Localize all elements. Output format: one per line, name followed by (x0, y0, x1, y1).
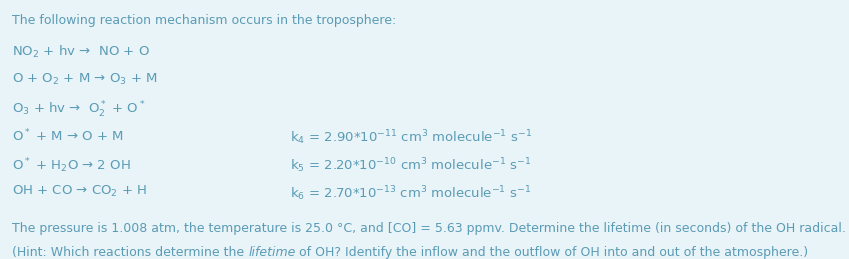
Text: The following reaction mechanism occurs in the troposphere:: The following reaction mechanism occurs … (12, 14, 396, 27)
Text: k$_6$ = 2.70*10$^{-13}$ cm$^3$ molecule$^{-1}$ s$^{-1}$: k$_6$ = 2.70*10$^{-13}$ cm$^3$ molecule$… (290, 184, 531, 203)
Text: lifetime: lifetime (248, 246, 295, 259)
Text: k$_5$ = 2.20*10$^{-10}$ cm$^3$ molecule$^{-1}$ s$^{-1}$: k$_5$ = 2.20*10$^{-10}$ cm$^3$ molecule$… (290, 156, 531, 175)
Text: of OH? Identify the inflow and the outflow of OH into and out of the atmosphere.: of OH? Identify the inflow and the outfl… (295, 246, 808, 259)
Text: O + O$_2$ + M → O$_3$ + M: O + O$_2$ + M → O$_3$ + M (12, 72, 158, 87)
Text: O$^*$ + H$_2$O → 2 OH: O$^*$ + H$_2$O → 2 OH (12, 156, 131, 175)
Text: NO$_2$ + hv →  NO + O: NO$_2$ + hv → NO + O (12, 44, 149, 60)
Text: OH + CO → CO$_2$ + H: OH + CO → CO$_2$ + H (12, 184, 148, 199)
Text: The pressure is 1.008 atm, the temperature is 25.0 °C, and [CO] = 5.63 ppmv. Det: The pressure is 1.008 atm, the temperatu… (12, 222, 846, 235)
Text: O$_3$ + hv →  O$_2^*$ + O$^*$: O$_3$ + hv → O$_2^*$ + O$^*$ (12, 100, 146, 120)
Text: (Hint: Which reactions determine the: (Hint: Which reactions determine the (12, 246, 248, 259)
Text: O$^*$ + M → O + M: O$^*$ + M → O + M (12, 128, 124, 145)
Text: k$_4$ = 2.90*10$^{-11}$ cm$^3$ molecule$^{-1}$ s$^{-1}$: k$_4$ = 2.90*10$^{-11}$ cm$^3$ molecule$… (290, 128, 532, 147)
